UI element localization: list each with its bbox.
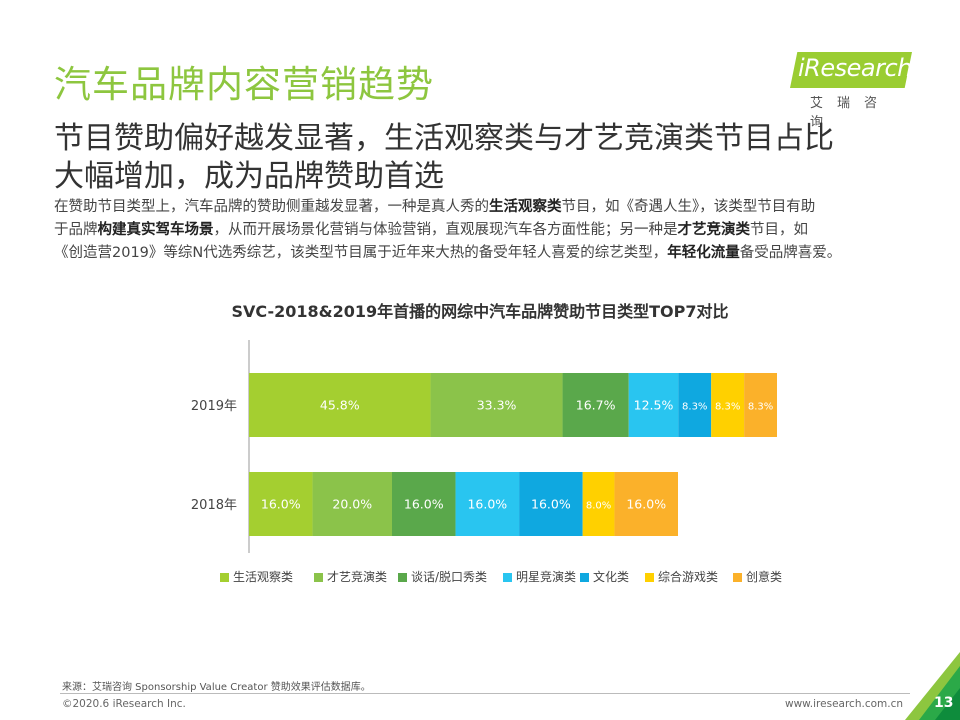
desc-text: 在赞助节目类型上，汽车品牌的赞助侧重越发显著，一种是真人秀的 (54, 199, 489, 215)
legend-swatch (645, 573, 654, 582)
copyright-text: ©2020.6 iResearch Inc. (62, 698, 186, 710)
bar-segment (430, 373, 563, 437)
bar-segment (455, 472, 520, 536)
description-line-3: 《创造营2019》等综N代选秀综艺，该类型节目属于近年来大热的备受年轻人喜爱的综… (54, 242, 924, 265)
data-label: 33.3% (477, 398, 517, 413)
data-label: 8.3% (715, 402, 740, 413)
desc-highlight: 构建真实驾车场景 (97, 222, 214, 238)
subtitle-line-1: 节目赞助偏好越发显著，生活观察类与才艺竞演类节目占比 (54, 121, 834, 156)
desc-text: ，从而开展场景化营销与体验营销，直观展现汽车各方面性能；另一种是 (213, 222, 678, 238)
legend-swatch (398, 573, 407, 582)
page-subtitle: 节目赞助偏好越发显著，生活观察类与才艺竞演类节目占比 大幅增加，成为品牌赞助首选 (54, 120, 914, 196)
legend-label: 明星竞演类 (516, 569, 576, 584)
chart-title: SVC-2018&2019年首播的网综中汽车品牌赞助节目类型TOP7对比 (231, 302, 728, 321)
legend-label: 谈话/脱口秀类 (411, 569, 487, 584)
footer-divider (60, 693, 910, 694)
data-label: 16.7% (576, 398, 616, 413)
data-label: 8.3% (682, 402, 707, 413)
description-line-2: 于品牌构建真实驾车场景，从而开展场景化营销与体验营销，直观展现汽车各方面性能；另… (54, 219, 924, 242)
legend-label: 文化类 (593, 569, 629, 584)
logo-text: iResearch (798, 54, 912, 82)
data-label: 45.8% (320, 398, 360, 413)
legend-label: 生活观察类 (233, 570, 293, 584)
legend-swatch (580, 573, 589, 582)
bar-segment (711, 373, 745, 437)
category-tick-label: 2018年 (191, 498, 237, 513)
data-label: 20.0% (332, 497, 372, 512)
data-label: 16.0% (404, 497, 444, 512)
corner-decoration (905, 652, 960, 720)
page-number: 13 (934, 695, 954, 711)
legend-label: 创意类 (746, 569, 782, 584)
bar-segment (562, 373, 629, 437)
legend-swatch (220, 573, 229, 582)
desc-text: 备受品牌喜爱。 (739, 245, 842, 261)
desc-text: 节目，如《奇遇人生》，该类型节目有助 (561, 199, 816, 215)
logo-chinese-text: 艾瑞咨询 (810, 96, 892, 130)
page-title: 汽车品牌内容营销趋势 (54, 63, 434, 106)
legend-swatch (503, 573, 512, 582)
desc-highlight: 才艺竞演类 (677, 222, 751, 238)
data-label: 16.0% (467, 497, 507, 512)
desc-highlight: 生活观察类 (489, 199, 562, 215)
legend-swatch (314, 573, 323, 582)
data-label: 16.0% (626, 497, 666, 512)
data-label: 8.3% (748, 402, 773, 413)
bar-segment (678, 373, 712, 437)
iresearch-logo: iResearch 艾瑞咨询 (790, 44, 916, 130)
bar-segment (614, 472, 678, 536)
data-label: 16.0% (261, 497, 301, 512)
bar-segment (249, 472, 313, 536)
data-label: 8.0% (586, 501, 611, 512)
bar-segment (744, 373, 777, 437)
logo-background (790, 52, 912, 88)
bar-segment (249, 373, 431, 437)
category-tick-label: 2019年 (191, 399, 237, 414)
desc-text: 《创造营2019》等综N代选秀综艺，该类型节目属于近年来大热的备受年轻人喜爱的综… (54, 245, 668, 261)
description-line-1: 在赞助节目类型上，汽车品牌的赞助侧重越发显著，一种是真人秀的生活观察类节目，如《… (54, 196, 924, 219)
data-label: 16.0% (531, 497, 571, 512)
source-note: 来源：艾瑞咨询 Sponsorship Value Creator 赞助效果评估… (62, 682, 371, 693)
desc-text: 节目，如 (750, 222, 808, 238)
legend-label: 综合游戏类 (658, 569, 718, 584)
bar-segment (519, 472, 583, 536)
bar-segment (392, 472, 456, 536)
subtitle-line-2: 大幅增加，成为品牌赞助首选 (54, 159, 444, 194)
data-label: 12.5% (634, 398, 674, 413)
legend-swatch (733, 573, 742, 582)
stacked-bar-chart: SVC-2018&2019年首播的网综中汽车品牌赞助节目类型TOP7对比 201… (191, 302, 782, 584)
bar-segment (312, 472, 392, 536)
desc-highlight: 年轻化流量 (667, 245, 740, 261)
bar-segment (582, 472, 615, 536)
legend-label: 才艺竞演类 (327, 569, 387, 584)
description-paragraph: 在赞助节目类型上，汽车品牌的赞助侧重越发显著，一种是真人秀的生活观察类节目，如《… (54, 196, 924, 265)
desc-text: 于品牌 (54, 222, 98, 238)
bar-segment (628, 373, 679, 437)
website-link[interactable]: www.iresearch.com.cn (785, 698, 904, 710)
